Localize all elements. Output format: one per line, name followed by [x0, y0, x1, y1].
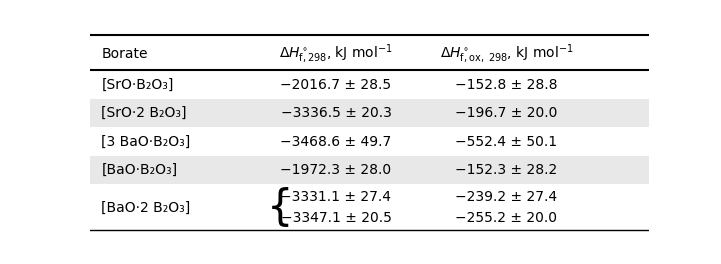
Text: −152.8 ± 28.8: −152.8 ± 28.8 [455, 78, 557, 92]
Text: $\Delta H^\circ_{\mathrm{f},298}$, kJ mol$^{-1}$: $\Delta H^\circ_{\mathrm{f},298}$, kJ mo… [279, 43, 393, 66]
Text: [BaO·2 B₂O₃]: [BaO·2 B₂O₃] [101, 200, 190, 214]
Text: −255.2 ± 20.0: −255.2 ± 20.0 [456, 211, 557, 225]
Text: −2016.7 ± 28.5: −2016.7 ± 28.5 [280, 78, 392, 92]
Text: −3468.6 ± 49.7: −3468.6 ± 49.7 [280, 135, 392, 149]
Text: −3331.1 ± 27.4: −3331.1 ± 27.4 [280, 190, 392, 204]
Text: [BaO·B₂O₃]: [BaO·B₂O₃] [101, 163, 177, 177]
Text: −3347.1 ± 20.5: −3347.1 ± 20.5 [280, 211, 392, 225]
Bar [90, 156, 649, 184]
Text: −1972.3 ± 28.0: −1972.3 ± 28.0 [280, 163, 392, 177]
Text: −152.3 ± 28.2: −152.3 ± 28.2 [455, 163, 557, 177]
Text: −552.4 ± 50.1: −552.4 ± 50.1 [456, 135, 557, 149]
Text: Borate: Borate [101, 47, 148, 61]
Text: [3 BaO·B₂O₃]: [3 BaO·B₂O₃] [101, 135, 190, 149]
Bar [90, 99, 649, 128]
Text: [SrO·2 B₂O₃]: [SrO·2 B₂O₃] [101, 106, 187, 120]
Text: $\{$: $\{$ [266, 186, 289, 229]
Text: $\Delta H^\circ_{\mathrm{f,ox},\ 298}$, kJ mol$^{-1}$: $\Delta H^\circ_{\mathrm{f,ox},\ 298}$, … [440, 43, 573, 66]
Text: [SrO·B₂O₃]: [SrO·B₂O₃] [101, 78, 174, 92]
Text: −3336.5 ± 20.3: −3336.5 ± 20.3 [280, 106, 392, 120]
Text: −239.2 ± 27.4: −239.2 ± 27.4 [456, 190, 557, 204]
Text: −196.7 ± 20.0: −196.7 ± 20.0 [455, 106, 557, 120]
